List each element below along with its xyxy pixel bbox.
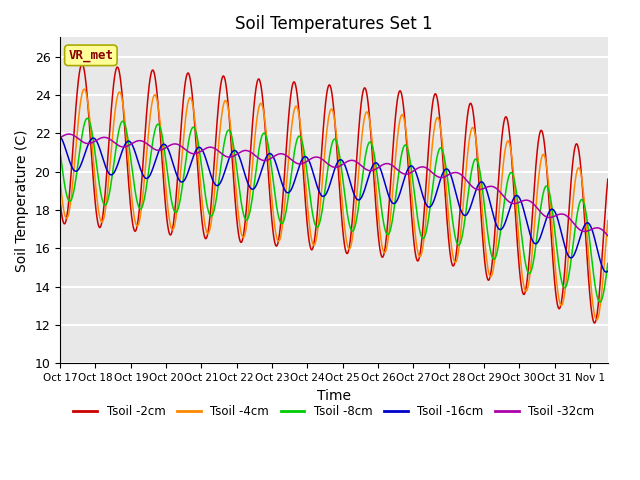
Tsoil -8cm — [56, 150, 64, 156]
Tsoil -4cm — [593, 317, 600, 323]
Line: Tsoil -32cm: Tsoil -32cm — [60, 134, 608, 236]
Tsoil -2cm — [78, 61, 86, 67]
Tsoil -2cm — [287, 96, 294, 102]
Tsoil -2cm — [604, 176, 612, 182]
Tsoil -2cm — [56, 199, 64, 204]
Tsoil -4cm — [291, 106, 299, 111]
Line: Tsoil -4cm: Tsoil -4cm — [60, 89, 608, 320]
Tsoil -32cm — [588, 227, 595, 232]
Tsoil -16cm — [454, 198, 462, 204]
Y-axis label: Soil Temperature (C): Soil Temperature (C) — [15, 129, 29, 272]
Tsoil -32cm — [291, 159, 299, 165]
Tsoil -8cm — [83, 115, 91, 121]
Tsoil -32cm — [56, 135, 64, 141]
Tsoil -16cm — [56, 133, 64, 139]
Tsoil -8cm — [604, 261, 612, 266]
Tsoil -4cm — [56, 177, 64, 183]
Tsoil -8cm — [291, 147, 299, 153]
X-axis label: Time: Time — [317, 389, 351, 403]
Tsoil -2cm — [317, 166, 324, 171]
Tsoil -4cm — [560, 296, 568, 301]
Tsoil -4cm — [454, 251, 462, 257]
Title: Soil Temperatures Set 1: Soil Temperatures Set 1 — [235, 15, 433, 33]
Tsoil -16cm — [317, 191, 324, 197]
Line: Tsoil -2cm: Tsoil -2cm — [60, 64, 608, 323]
Tsoil -16cm — [560, 240, 568, 245]
Line: Tsoil -16cm: Tsoil -16cm — [60, 136, 608, 272]
Tsoil -16cm — [602, 269, 610, 275]
Tsoil -32cm — [454, 170, 462, 176]
Tsoil -2cm — [291, 80, 299, 85]
Tsoil -32cm — [604, 233, 612, 239]
Tsoil -32cm — [287, 156, 294, 162]
Tsoil -2cm — [560, 278, 568, 284]
Text: VR_met: VR_met — [68, 49, 113, 62]
Tsoil -2cm — [591, 320, 598, 326]
Tsoil -8cm — [317, 216, 324, 222]
Tsoil -4cm — [317, 200, 324, 206]
Line: Tsoil -8cm: Tsoil -8cm — [60, 118, 608, 302]
Tsoil -16cm — [604, 268, 612, 274]
Tsoil -4cm — [80, 86, 88, 92]
Tsoil -32cm — [317, 156, 324, 161]
Tsoil -4cm — [604, 218, 612, 224]
Tsoil -2cm — [588, 304, 595, 310]
Tsoil -8cm — [454, 242, 462, 248]
Legend: Tsoil -2cm, Tsoil -4cm, Tsoil -8cm, Tsoil -16cm, Tsoil -32cm: Tsoil -2cm, Tsoil -4cm, Tsoil -8cm, Tsoi… — [68, 400, 599, 423]
Tsoil -32cm — [560, 212, 568, 217]
Tsoil -16cm — [286, 188, 294, 194]
Tsoil -8cm — [560, 285, 568, 290]
Tsoil -8cm — [287, 178, 294, 184]
Tsoil -16cm — [291, 178, 298, 184]
Tsoil -16cm — [587, 224, 595, 230]
Tsoil -8cm — [596, 299, 604, 305]
Tsoil -2cm — [454, 233, 462, 239]
Tsoil -4cm — [588, 284, 595, 289]
Tsoil -4cm — [287, 136, 294, 142]
Tsoil -32cm — [65, 131, 73, 137]
Tsoil -8cm — [588, 250, 595, 256]
